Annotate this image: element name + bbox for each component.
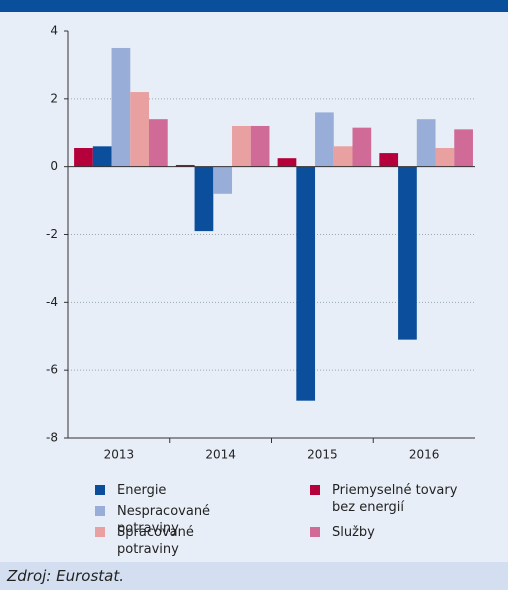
bar: [213, 166, 233, 194]
bar: [277, 158, 297, 167]
legend-item: Služby: [310, 524, 467, 541]
header-band: [0, 0, 508, 12]
y-tick-label: -2: [46, 227, 58, 241]
x-tick-label: 2016: [409, 448, 440, 462]
x-tick-label: 2014: [205, 448, 236, 462]
legend-swatch: [95, 527, 105, 537]
legend-swatch: [310, 527, 320, 537]
legend-label: Priemyselné tovary bez energií: [332, 483, 458, 515]
legend-swatch: [95, 506, 105, 516]
legend-label: Služby: [332, 525, 375, 540]
legend-item: Nespracované potraviny: [95, 503, 252, 537]
bar: [416, 119, 436, 167]
legend-label: Nespracované potraviny: [117, 504, 211, 536]
legend-item: Spracované potraviny: [95, 524, 252, 558]
bar: [74, 148, 93, 167]
legend-swatch: [95, 485, 105, 495]
chart: -8 -6 -4 -2 0 2 4 2013 2014 2015 2016: [46, 24, 475, 462]
x-tick-label: 2015: [307, 448, 338, 462]
y-tick-label: -8: [46, 431, 58, 445]
bar: [435, 148, 455, 167]
y-tick-label: -6: [46, 363, 58, 377]
legend-swatch: [310, 485, 320, 495]
bar: [250, 125, 270, 167]
bar: [454, 129, 473, 167]
bar: [296, 166, 316, 401]
legend-item: Energie: [95, 482, 252, 499]
bar: [333, 146, 353, 167]
bar: [111, 47, 131, 167]
legend-item: Priemyselné tovary bez energií: [310, 482, 467, 516]
bar: [92, 146, 112, 167]
bar: [232, 125, 251, 167]
legend-label: Energie: [117, 483, 167, 498]
bar: [379, 153, 399, 167]
y-tick-label: 0: [50, 159, 58, 173]
legend-label: Spracované potraviny: [117, 525, 194, 557]
y-tick-label: 4: [50, 24, 58, 38]
legend: Priemyselné tovary bez energií Energie Nes…: [95, 482, 495, 557]
bar: [398, 166, 417, 340]
bar: [352, 127, 372, 167]
y-tick-label: 2: [50, 91, 58, 105]
source: Zdroj: Eurostat.: [7, 567, 124, 585]
bar: [315, 112, 334, 167]
y-tick-label: -4: [46, 295, 58, 309]
bar: [194, 166, 214, 232]
bar: [148, 119, 168, 167]
bar: [130, 92, 149, 167]
x-tick-label: 2013: [104, 448, 135, 462]
bar: [175, 164, 195, 167]
footer: Zdroj: Eurostat.: [0, 562, 508, 590]
